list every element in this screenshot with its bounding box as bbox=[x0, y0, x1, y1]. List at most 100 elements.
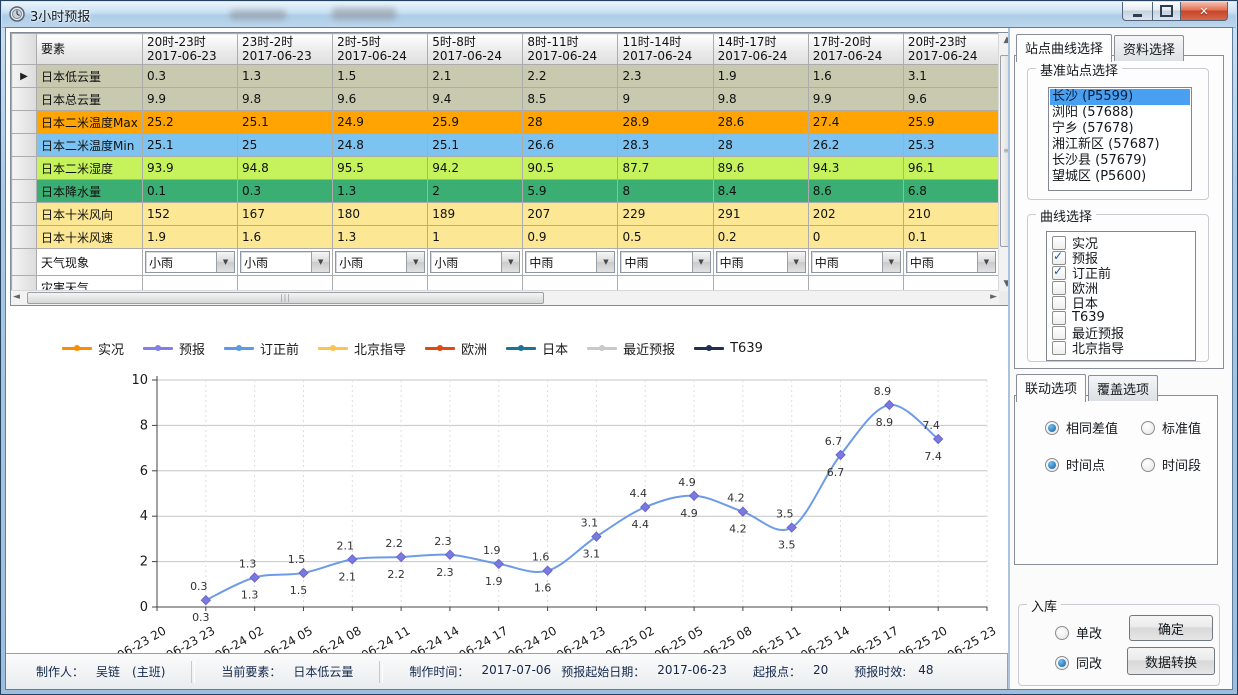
weather-combobox[interactable]: 小雨 ▼ bbox=[144, 251, 236, 273]
value-cell[interactable]: 6.8 bbox=[902, 179, 999, 203]
minimize-button[interactable] bbox=[1122, 2, 1153, 21]
value-cell[interactable] bbox=[522, 275, 619, 291]
value-cell[interactable]: 2.2 bbox=[522, 64, 619, 88]
value-cell[interactable]: 28 bbox=[522, 110, 619, 134]
value-cell[interactable]: 9.8 bbox=[237, 87, 334, 111]
station-list-item[interactable]: 湘江新区 (57687) bbox=[1052, 137, 1160, 152]
value-cell[interactable]: 0.3 bbox=[237, 179, 334, 203]
link-radio-时间段[interactable]: 时间段 bbox=[1141, 455, 1225, 474]
value-cell[interactable]: 28.9 bbox=[617, 110, 714, 134]
value-cell[interactable]: 中雨 ▼ bbox=[522, 248, 619, 276]
value-cell[interactable]: 94.8 bbox=[237, 156, 334, 180]
value-cell[interactable]: 94.3 bbox=[807, 156, 904, 180]
value-cell[interactable]: 25.1 bbox=[141, 133, 239, 157]
value-cell[interactable]: 中雨 ▼ bbox=[807, 248, 904, 276]
value-cell[interactable]: 1.3 bbox=[237, 64, 334, 88]
station-list-item[interactable]: 长沙 (P5599) bbox=[1050, 89, 1190, 105]
data-convert-button[interactable]: 数据转换 bbox=[1127, 647, 1215, 675]
row-selector-cell[interactable] bbox=[11, 156, 37, 180]
value-cell[interactable]: 2.3 bbox=[617, 64, 714, 88]
value-cell[interactable]: 9.6 bbox=[332, 87, 429, 111]
value-cell[interactable]: 1.6 bbox=[237, 225, 334, 249]
value-cell[interactable]: 24.9 bbox=[332, 110, 429, 134]
value-cell[interactable]: 96.1 bbox=[902, 156, 999, 180]
tab-联动选项[interactable]: 联动选项 bbox=[1016, 374, 1087, 402]
value-cell[interactable]: 1.5 bbox=[332, 64, 429, 88]
radio-selected-icon[interactable] bbox=[1055, 655, 1069, 670]
link-radio-标准值[interactable]: 标准值 bbox=[1141, 418, 1225, 437]
value-cell[interactable]: 25.3 bbox=[902, 133, 999, 157]
value-cell[interactable] bbox=[332, 275, 429, 291]
row-selector-cell[interactable] bbox=[11, 275, 37, 291]
station-list-item[interactable]: 望城区 (P5600) bbox=[1052, 169, 1147, 184]
value-cell[interactable]: 小雨 ▼ bbox=[141, 248, 239, 276]
curve-checkbox-row[interactable]: 北京指导 bbox=[1048, 340, 1194, 357]
weather-combobox[interactable]: 中雨 ▼ bbox=[810, 251, 901, 273]
value-cell[interactable]: 小雨 ▼ bbox=[427, 248, 524, 276]
tab-资料选择[interactable]: 资料选择 bbox=[1114, 35, 1185, 61]
row-selector-cell[interactable] bbox=[11, 133, 37, 157]
weather-combobox[interactable]: 小雨 ▼ bbox=[240, 251, 331, 273]
station-list-item[interactable]: 浏阳 (57688) bbox=[1052, 105, 1134, 120]
value-cell[interactable]: 0.3 bbox=[141, 64, 239, 88]
value-cell[interactable]: 9.9 bbox=[807, 87, 904, 111]
weather-combobox[interactable]: 中雨 ▼ bbox=[905, 251, 996, 273]
value-cell[interactable]: 1.9 bbox=[141, 225, 239, 249]
maximize-button[interactable] bbox=[1153, 2, 1180, 21]
radio-unselected-icon[interactable] bbox=[1055, 625, 1069, 640]
value-cell[interactable]: 1.3 bbox=[332, 225, 429, 249]
value-cell[interactable]: 9.9 bbox=[141, 87, 239, 111]
tab-站点曲线选择[interactable]: 站点曲线选择 bbox=[1016, 34, 1113, 62]
value-cell[interactable]: 94.2 bbox=[427, 156, 524, 180]
value-cell[interactable] bbox=[427, 275, 524, 291]
curve-checkbox-row[interactable]: 预报 bbox=[1048, 249, 1194, 267]
value-cell[interactable]: 28 bbox=[712, 133, 809, 157]
value-cell[interactable]: 291 bbox=[712, 202, 809, 226]
station-listbox[interactable]: 长沙 (P5599) 浏阳 (57688) 宁乡 (57678) 湘江新区 (5768… bbox=[1048, 87, 1192, 191]
value-cell[interactable]: 0.5 bbox=[617, 225, 714, 249]
chevron-down-icon[interactable]: ▼ bbox=[501, 252, 520, 272]
value-cell[interactable]: 1 bbox=[427, 225, 524, 249]
checkbox-checked-icon[interactable] bbox=[1052, 249, 1066, 265]
value-cell[interactable] bbox=[141, 275, 239, 291]
value-cell[interactable] bbox=[617, 275, 714, 291]
curve-checkbox-row[interactable]: 欧洲 bbox=[1048, 280, 1194, 297]
scroll-right-icon[interactable]: ► bbox=[990, 292, 997, 302]
chevron-down-icon[interactable]: ▼ bbox=[691, 252, 710, 272]
value-cell[interactable]: 202 bbox=[807, 202, 904, 226]
chevron-down-icon[interactable]: ▼ bbox=[881, 252, 900, 272]
value-cell[interactable]: 9.8 bbox=[712, 87, 809, 111]
storage-radio-同改[interactable]: 同改 bbox=[1055, 653, 1102, 672]
curve-checkbox-row[interactable]: 订正前 bbox=[1048, 264, 1194, 282]
row-selector-cell[interactable] bbox=[11, 110, 37, 134]
value-cell[interactable]: 中雨 ▼ bbox=[712, 248, 809, 276]
value-cell[interactable]: 25.1 bbox=[427, 133, 524, 157]
link-radio-时间点[interactable]: 时间点 bbox=[1045, 455, 1141, 474]
value-cell[interactable] bbox=[712, 275, 809, 291]
value-cell[interactable]: 8 bbox=[617, 179, 714, 203]
checkbox-unchecked-icon[interactable] bbox=[1052, 295, 1066, 310]
value-cell[interactable]: 25.9 bbox=[427, 110, 524, 134]
value-cell[interactable]: 1.6 bbox=[807, 64, 904, 88]
checkbox-unchecked-icon[interactable] bbox=[1052, 280, 1066, 295]
chevron-down-icon[interactable]: ▼ bbox=[406, 252, 425, 272]
scroll-down-icon[interactable]: ▼ bbox=[1003, 279, 1011, 289]
value-cell[interactable]: 25.2 bbox=[141, 110, 239, 134]
checkbox-unchecked-icon[interactable] bbox=[1052, 325, 1066, 340]
value-cell[interactable]: 0.1 bbox=[141, 179, 239, 203]
confirm-button[interactable]: 确定 bbox=[1129, 615, 1213, 641]
chevron-down-icon[interactable]: ▼ bbox=[311, 252, 330, 272]
scroll-up-icon[interactable]: ▲ bbox=[1003, 35, 1011, 45]
value-cell[interactable]: 8.6 bbox=[807, 179, 904, 203]
value-cell[interactable]: 5.9 bbox=[522, 179, 619, 203]
curve-checkbox-row[interactable]: T639 bbox=[1048, 310, 1194, 325]
value-cell[interactable]: 8.5 bbox=[522, 87, 619, 111]
value-cell[interactable]: 28.6 bbox=[712, 110, 809, 134]
value-cell[interactable]: 中雨 ▼ bbox=[617, 248, 714, 276]
row-selector-cell[interactable]: ▶ bbox=[11, 64, 37, 88]
radio-unselected-icon[interactable] bbox=[1141, 457, 1155, 472]
curve-checkbox-row[interactable]: 日本 bbox=[1048, 295, 1194, 312]
row-selector-cell[interactable] bbox=[11, 248, 37, 276]
value-cell[interactable]: 229 bbox=[617, 202, 714, 226]
value-cell[interactable]: 167 bbox=[237, 202, 334, 226]
